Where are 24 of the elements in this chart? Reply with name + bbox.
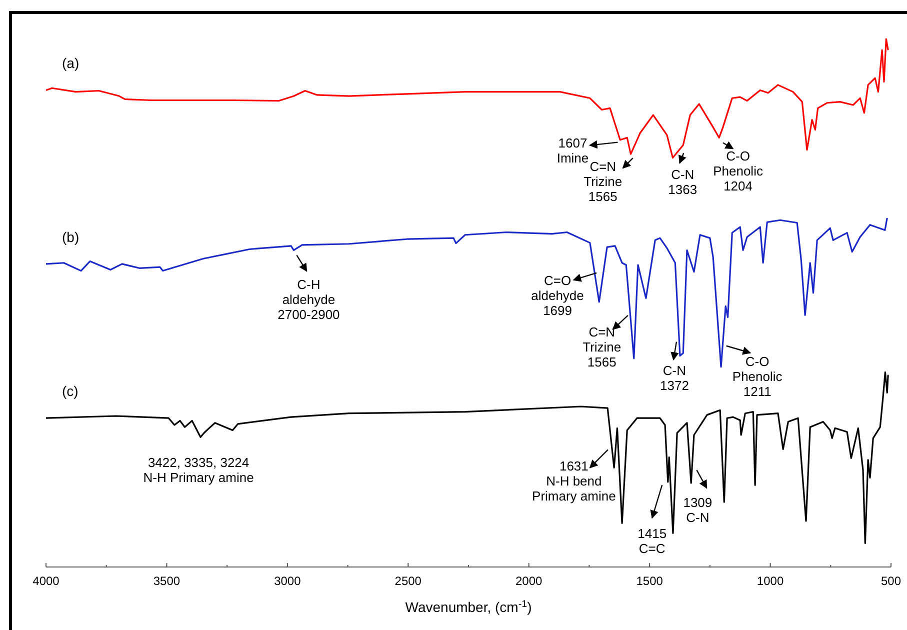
series-label: (c) <box>62 383 78 400</box>
x-tick-label: 3500 <box>153 574 180 588</box>
x-axis-title: Wavenumber, (cm$^{-1}$) <box>405 598 532 615</box>
x-tick-label: 2500 <box>394 574 422 588</box>
series-label: (b) <box>62 228 80 245</box>
series-label: (a) <box>62 55 80 72</box>
annotation: 1309 C-N <box>683 495 712 526</box>
annotation: 1607 Imine <box>556 135 589 166</box>
x-tick-label: 1000 <box>756 574 784 588</box>
annotation: C-N 1372 <box>660 362 689 393</box>
x-tick-label: 4000 <box>32 574 60 588</box>
annotation: C-H aldehyde 2700-2900 <box>278 277 340 322</box>
x-tick-label: 3000 <box>274 574 302 588</box>
x-tick-label: 2000 <box>516 574 543 588</box>
annotation: 1415 C=C <box>638 526 667 556</box>
annotation: C=O aldehyde 1699 <box>531 272 584 318</box>
x-tick-label: 1500 <box>636 574 664 588</box>
annotation: 1631 N-H bend Primary amine <box>532 458 616 504</box>
annotation: C-O Phenolic 1204 <box>713 148 764 194</box>
annotation: C-N 1363 <box>668 167 698 198</box>
x-tick-label: 500 <box>880 574 902 588</box>
annotation: 3422, 3335, 3224 N-H Primary amine <box>143 454 254 485</box>
annotation: C-O Phenolic 1211 <box>732 354 783 399</box>
annotation: C=N Trizine 1565 <box>582 324 622 370</box>
